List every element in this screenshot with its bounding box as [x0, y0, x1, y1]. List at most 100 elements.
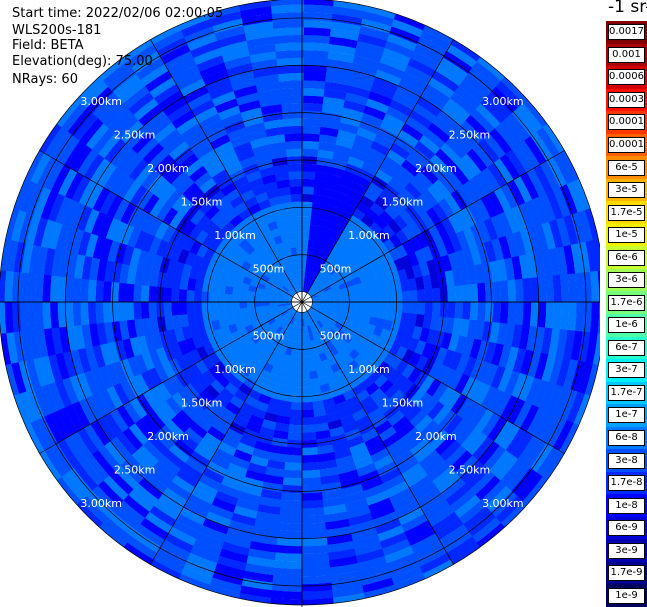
- ppi-range-gate: [65, 300, 75, 327]
- ppi-range-gate: [472, 61, 503, 89]
- ppi-range-gate: [333, 199, 347, 211]
- ppi-range-gate: [493, 392, 512, 419]
- ppi-range-gate: [189, 378, 205, 395]
- ppi-range-gate: [410, 50, 442, 72]
- ppi-range-gate: [205, 76, 233, 93]
- ppi-range-gate: [311, 347, 320, 356]
- ppi-range-gate: [407, 277, 418, 292]
- ppi-range-gate: [175, 354, 189, 372]
- ppi-range-gate: [301, 416, 315, 426]
- ppi-range-gate: [373, 393, 390, 409]
- ppi-range-gate: [177, 339, 190, 356]
- range-ring-label: 2.00km: [415, 162, 457, 175]
- ppi-range-gate: [323, 88, 348, 101]
- ppi-range-gate: [392, 374, 408, 391]
- ppi-range-gate: [87, 278, 97, 302]
- ppi-range-gate: [316, 249, 325, 259]
- ppi-range-gate: [449, 450, 473, 474]
- ppi-range-gate: [411, 481, 437, 502]
- ppi-range-gate: [537, 276, 547, 304]
- ppi-range-gate: [377, 284, 388, 295]
- ppi-range-gate: [422, 455, 446, 477]
- ppi-range-gate: [66, 466, 93, 497]
- ppi-range-gate: [300, 454, 319, 464]
- ppi-range-gate: [326, 298, 335, 303]
- ppi-range-gate: [407, 57, 438, 79]
- ppi-range-gate: [47, 191, 66, 222]
- ppi-range-gate: [295, 239, 303, 248]
- ppi-range-gate: [131, 49, 163, 74]
- ppi-range-gate: [366, 270, 377, 281]
- ppi-range-gate: [157, 454, 181, 476]
- ppi-range-gate: [360, 577, 394, 594]
- ppi-range-gate: [393, 214, 409, 231]
- ppi-range-gate: [457, 500, 486, 526]
- ppi-range-gate: [395, 229, 410, 245]
- ppi-range-gate: [328, 570, 361, 584]
- ppi-range-gate: [106, 193, 124, 219]
- ppi-range-gate: [334, 400, 350, 413]
- ppi-range-gate: [101, 515, 132, 543]
- ppi-range-gate: [532, 196, 550, 226]
- ppi-range-gate: [272, 311, 281, 319]
- ppi-range-gate: [414, 170, 434, 191]
- ppi-range-gate: [338, 122, 361, 135]
- ppi-range-gate: [446, 44, 479, 69]
- ppi-range-gate: [542, 123, 566, 156]
- ppi-range-gate: [320, 119, 342, 130]
- ppi-range-gate: [153, 178, 172, 199]
- ppi-range-gate: [309, 291, 317, 298]
- ppi-range-gate: [109, 170, 130, 196]
- ppi-range-gate: [194, 531, 225, 549]
- ppi-range-gate: [262, 289, 272, 296]
- ppi-range-gate: [217, 147, 238, 163]
- ppi-range-gate: [198, 388, 215, 405]
- ppi-range-gate: [288, 239, 297, 249]
- ppi-range-gate: [368, 277, 379, 288]
- ppi-range-gate: [224, 308, 234, 319]
- ppi-range-gate: [103, 320, 115, 344]
- colorbar-tick-label: 3e-7: [608, 362, 645, 379]
- ppi-range-gate: [530, 131, 555, 163]
- ppi-range-gate: [310, 280, 317, 289]
- ppi-range-gate: [320, 269, 329, 279]
- ppi-range-gate: [162, 96, 189, 117]
- ppi-range-gate: [352, 541, 383, 557]
- ppi-range-gate: [277, 186, 292, 197]
- ppi-range-gate: [300, 522, 326, 532]
- ppi-range-gate: [272, 323, 281, 332]
- ppi-range-gate: [311, 323, 319, 332]
- ppi-range-gate: [225, 316, 236, 327]
- ppi-range-gate: [378, 467, 402, 485]
- ppi-range-gate: [418, 419, 439, 440]
- ppi-range-gate: [477, 138, 501, 165]
- ppi-range-gate: [10, 208, 28, 242]
- ppi-range-gate: [302, 163, 318, 173]
- ppi-range-gate: [92, 343, 106, 369]
- ppi-range-gate: [316, 368, 327, 379]
- ppi-range-gate: [164, 395, 183, 415]
- ppi-range-gate: [287, 232, 296, 241]
- ppi-range-gate: [483, 341, 497, 365]
- ppi-range-gate: [302, 140, 320, 150]
- ppi-range-gate: [204, 383, 220, 400]
- ppi-range-gate: [318, 258, 327, 268]
- ppi-range-gate: [419, 30, 453, 53]
- ppi-range-gate: [24, 421, 45, 454]
- ppi-range-gate: [143, 109, 169, 132]
- ppi-range-gate: [368, 316, 379, 327]
- ppi-range-gate: [102, 60, 134, 87]
- ppi-range-gate: [450, 131, 474, 155]
- ppi-range-gate: [271, 288, 280, 295]
- ppi-range-gate: [103, 102, 130, 129]
- ppi-range-gate: [182, 558, 215, 578]
- ppi-range-gate: [448, 351, 463, 372]
- azimuth-spoke: [150, 301, 303, 565]
- ppi-range-gate: [21, 241, 34, 274]
- ppi-range-gate: [281, 311, 290, 319]
- ppi-range-gate: [291, 325, 297, 334]
- ppi-range-gate: [522, 302, 532, 328]
- ppi-range-gate: [460, 120, 485, 145]
- colorbar-tick-label: 1.7e-6: [608, 294, 645, 311]
- azimuth-spoke: [301, 301, 565, 454]
